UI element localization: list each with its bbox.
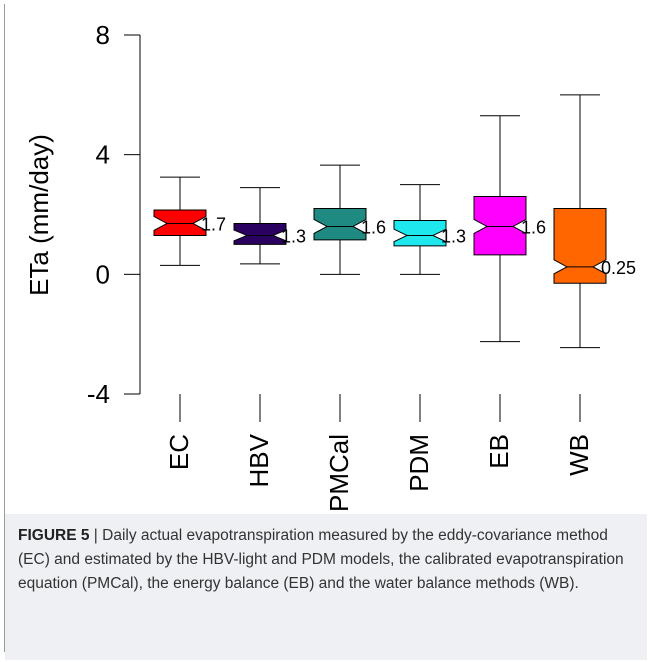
median-label: 1.6 bbox=[521, 217, 546, 237]
x-category-label: EB bbox=[484, 434, 514, 469]
median-label: 1.6 bbox=[361, 217, 386, 237]
box-plots: 1.7 1.3 1.6 1.3 1.6 0.25 bbox=[153, 94, 636, 349]
median-label: 1.7 bbox=[201, 214, 226, 234]
box-wb: 0.25 bbox=[553, 94, 636, 349]
box-pdm: 1.3 bbox=[393, 184, 466, 275]
notched-box bbox=[393, 219, 447, 247]
box-hbv: 1.3 bbox=[233, 187, 306, 265]
notched-box bbox=[553, 208, 607, 284]
notched-box bbox=[473, 196, 527, 256]
caption-label: FIGURE 5 bbox=[18, 527, 90, 544]
x-category-label: PDM bbox=[404, 434, 434, 492]
notched-box bbox=[153, 209, 207, 236]
x-category-label: PMCal bbox=[324, 434, 354, 512]
caption-separator: | bbox=[89, 527, 103, 544]
y-tick-label: -4 bbox=[87, 379, 110, 409]
y-axis-label: ETa (mm/day) bbox=[24, 134, 54, 296]
y-tick-label: 0 bbox=[96, 259, 110, 289]
figure-caption: FIGURE 5 | Daily actual evapotranspirati… bbox=[18, 524, 628, 596]
x-category-label: WB bbox=[564, 434, 594, 476]
median-label: 1.3 bbox=[281, 226, 306, 246]
notched-box bbox=[233, 222, 287, 245]
axes: -4 0 4 8 EC HBV PMCal PDM EB WB bbox=[87, 20, 594, 512]
median-label: 1.3 bbox=[441, 226, 466, 246]
x-category-label: HBV bbox=[244, 433, 274, 487]
caption-body: Daily actual evapotranspiration measured… bbox=[18, 527, 624, 592]
y-tick-label: 4 bbox=[96, 140, 110, 170]
notched-box bbox=[313, 208, 367, 241]
median-label: 0.25 bbox=[601, 258, 636, 278]
box-pmcal: 1.6 bbox=[313, 164, 386, 275]
caption-box bbox=[5, 514, 647, 660]
x-category-label: EC bbox=[164, 434, 194, 470]
boxplot-chart: -4 0 4 8 EC HBV PMCal PDM EB WB 1.7 1.3 1.6 1.3 1.6 0.… bbox=[24, 20, 636, 512]
box-eb: 1.6 bbox=[473, 115, 546, 343]
y-tick-label: 8 bbox=[96, 20, 110, 50]
box-ec: 1.7 bbox=[153, 176, 226, 266]
